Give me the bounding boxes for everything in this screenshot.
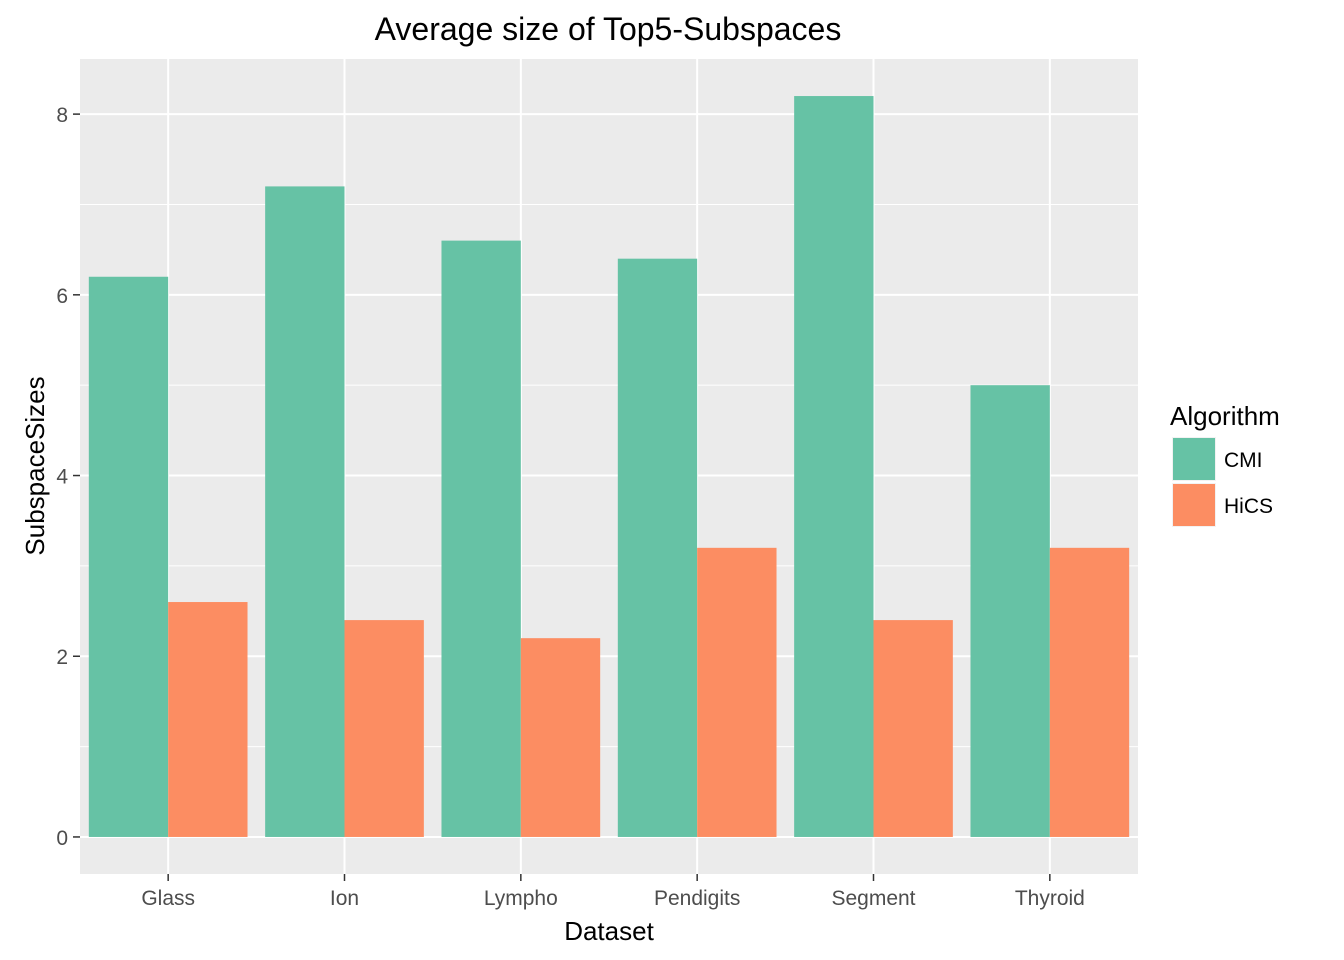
y-tick-label: 8	[56, 104, 68, 127]
bar-hics-lympho	[520, 638, 601, 837]
y-tick-label: 0	[56, 827, 68, 850]
legend-swatch-cmi	[1173, 438, 1215, 480]
y-tick-label: 2	[56, 646, 68, 669]
x-axis-title: Dataset	[564, 916, 654, 946]
bar-hics-thyroid	[1049, 547, 1130, 837]
y-tick-label: 6	[56, 285, 68, 308]
bar-cmi-pendigits	[617, 258, 698, 837]
legend: Algorithm CMI HiCS	[1170, 401, 1280, 527]
bar-hics-ion	[344, 620, 424, 837]
x-tick-label: Lympho	[484, 887, 558, 910]
x-tick-label: Pendigits	[654, 887, 740, 910]
chart-title: Average size of Top5-Subspaces	[375, 11, 842, 47]
y-axis-ticks: 0 2 4 6 8	[56, 104, 80, 850]
bar-cmi-glass	[88, 276, 169, 837]
minor-gridlines	[80, 203, 1138, 748]
x-axis-ticks: Glass Ion Lympho Pendigits Segment Thyroid	[141, 874, 1085, 910]
legend-title: Algorithm	[1170, 401, 1280, 431]
x-tick-label: Glass	[141, 887, 195, 910]
bar-hics-glass	[168, 602, 248, 837]
bar-hics-pendigits	[697, 547, 777, 837]
bar-cmi-ion	[265, 186, 345, 837]
x-tick-label: Thyroid	[1015, 887, 1085, 910]
legend-label-cmi: CMI	[1224, 449, 1263, 472]
y-tick-label: 4	[56, 466, 68, 489]
plot-panel	[80, 59, 1138, 874]
y-axis-title: SubspaceSizes	[20, 376, 50, 555]
legend-swatch-hics	[1173, 484, 1215, 526]
bars	[88, 96, 1130, 837]
bar-hics-segment	[873, 620, 953, 837]
bar-cmi-lympho	[441, 240, 521, 837]
legend-label-hics: HiCS	[1224, 495, 1273, 518]
x-tick-label: Ion	[330, 887, 359, 910]
bar-cmi-thyroid	[970, 385, 1050, 837]
x-tick-label: Segment	[831, 887, 915, 910]
bar-cmi-segment	[794, 96, 874, 837]
